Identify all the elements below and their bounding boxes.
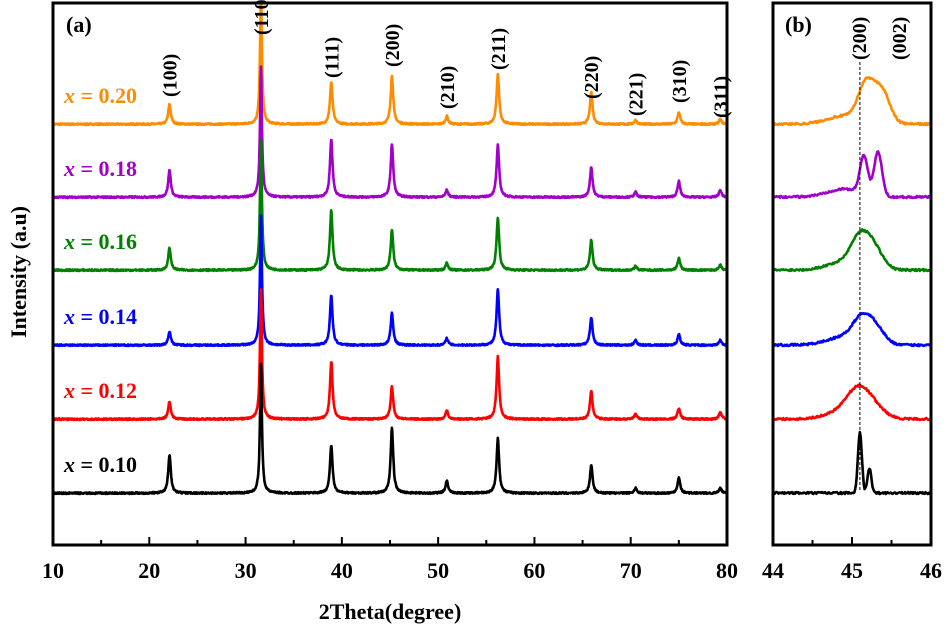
x-tick-label: 10 xyxy=(42,558,64,583)
series-label-var: x xyxy=(63,304,75,329)
peak-label-220: (220) xyxy=(581,56,603,99)
series-label-var: x xyxy=(63,156,75,181)
x-tick-label: 20 xyxy=(138,558,160,583)
peak-label-311: (311) xyxy=(710,76,732,118)
series-group xyxy=(53,4,727,496)
x-tick-label-b: 44 xyxy=(762,558,784,583)
series-line-012 xyxy=(53,288,727,422)
series-b-line-010 xyxy=(774,430,931,496)
y-axis-label: Intensity (a.u) xyxy=(6,206,31,338)
x-tick-label: 80 xyxy=(716,558,738,583)
series-group-b xyxy=(774,76,931,496)
series-label: x = 0.16 xyxy=(63,229,137,254)
series-b-line-014 xyxy=(774,312,931,348)
series-label-value: = 0.16 xyxy=(75,229,137,254)
x-axis-label: 2Theta(degree) xyxy=(319,599,462,624)
panel-a: x = 0.20x = 0.18x = 0.16x = 0.14x = 0.12… xyxy=(42,0,738,583)
series-line-020 xyxy=(53,4,727,127)
x-tick-label: 70 xyxy=(620,558,642,583)
series-b-line-012 xyxy=(774,383,931,422)
peak-label-110: (110) xyxy=(251,0,273,35)
peak-label-b-200: (200) xyxy=(849,17,871,60)
series-line-018 xyxy=(53,65,727,200)
series-label: x = 0.14 xyxy=(63,304,137,329)
x-tick-label: 30 xyxy=(235,558,257,583)
peak-label-b-002: (002) xyxy=(889,17,911,60)
x-tick-label: 50 xyxy=(427,558,449,583)
peak-label-111: (111) xyxy=(321,37,343,78)
peak-label-100: (100) xyxy=(160,54,182,97)
series-label: x = 0.10 xyxy=(63,452,137,477)
series-label-var: x xyxy=(63,378,75,403)
peak-label-210: (210) xyxy=(437,66,459,109)
series-b-line-020 xyxy=(774,76,931,127)
series-label-var: x xyxy=(63,229,75,254)
series-line-010 xyxy=(53,362,727,496)
peak-label-211: (211) xyxy=(488,28,510,70)
x-tick-label: 40 xyxy=(331,558,353,583)
series-b-line-018 xyxy=(774,150,931,200)
series-label-value: = 0.10 xyxy=(75,452,137,477)
series-label: x = 0.20 xyxy=(63,83,137,108)
peak-label-310: (310) xyxy=(669,60,691,103)
series-label: x = 0.18 xyxy=(63,156,137,181)
series-label-var: x xyxy=(63,83,75,108)
peak-label-221: (221) xyxy=(626,73,648,116)
series-label-value: = 0.12 xyxy=(75,378,137,403)
panel-b-frame xyxy=(771,1,933,547)
series-b-line-016 xyxy=(774,228,931,273)
series-label-var: x xyxy=(63,452,75,477)
series-line-016 xyxy=(53,138,727,273)
panel-b: (200) (002) (b) 44 45 46 xyxy=(762,1,942,583)
x-tick-label-b: 45 xyxy=(841,558,863,583)
series-label-value: = 0.14 xyxy=(75,304,137,329)
panel-a-label: (a) xyxy=(66,12,92,37)
series-label: x = 0.12 xyxy=(63,378,137,403)
x-tick-label-b: 46 xyxy=(920,558,942,583)
series-label-value: = 0.18 xyxy=(75,156,137,181)
peak-label-200: (200) xyxy=(382,24,404,67)
x-tick-label: 60 xyxy=(523,558,545,583)
series-line-014 xyxy=(53,214,727,348)
series-label-value: = 0.20 xyxy=(75,83,137,108)
panel-b-label: (b) xyxy=(785,12,812,37)
